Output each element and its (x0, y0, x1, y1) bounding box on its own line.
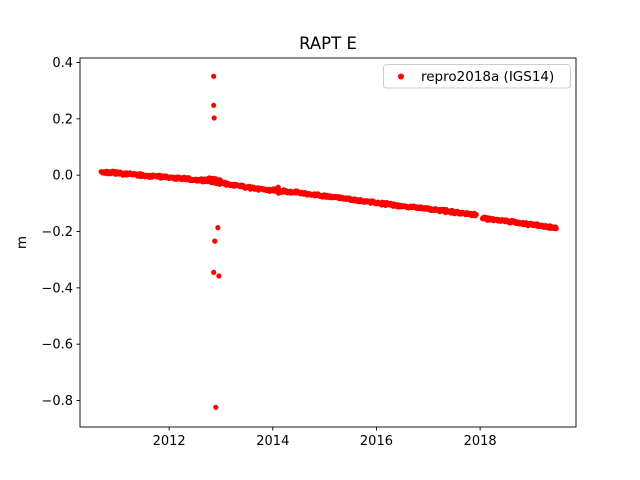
legend: repro2018a (IGS14) (383, 64, 571, 89)
chart-title: RAPT E (299, 34, 357, 53)
svg-text:2018: 2018 (464, 434, 497, 449)
svg-text:−0.2: −0.2 (41, 225, 73, 240)
plot-area: 2012 2014 2016 2018 0.4 0.2 0.0 −0.2 −0.4 −0.6 −0.… (41, 56, 577, 449)
svg-text:2012: 2012 (153, 434, 186, 449)
legend-label: repro2018a (IGS14) (421, 69, 554, 85)
svg-text:2016: 2016 (360, 434, 393, 449)
legend-marker-dot (398, 73, 404, 80)
legend-box (383, 64, 571, 89)
svg-text:2014: 2014 (256, 434, 289, 449)
svg-text:0.4: 0.4 (52, 56, 73, 71)
svg-text:−0.4: −0.4 (41, 281, 73, 296)
svg-text:−0.8: −0.8 (41, 394, 73, 409)
svg-text:−0.6: −0.6 (41, 338, 73, 353)
svg-text:0.2: 0.2 (52, 112, 73, 127)
svg-text:0.0: 0.0 (52, 169, 73, 184)
y-axis-label: m (14, 236, 30, 249)
